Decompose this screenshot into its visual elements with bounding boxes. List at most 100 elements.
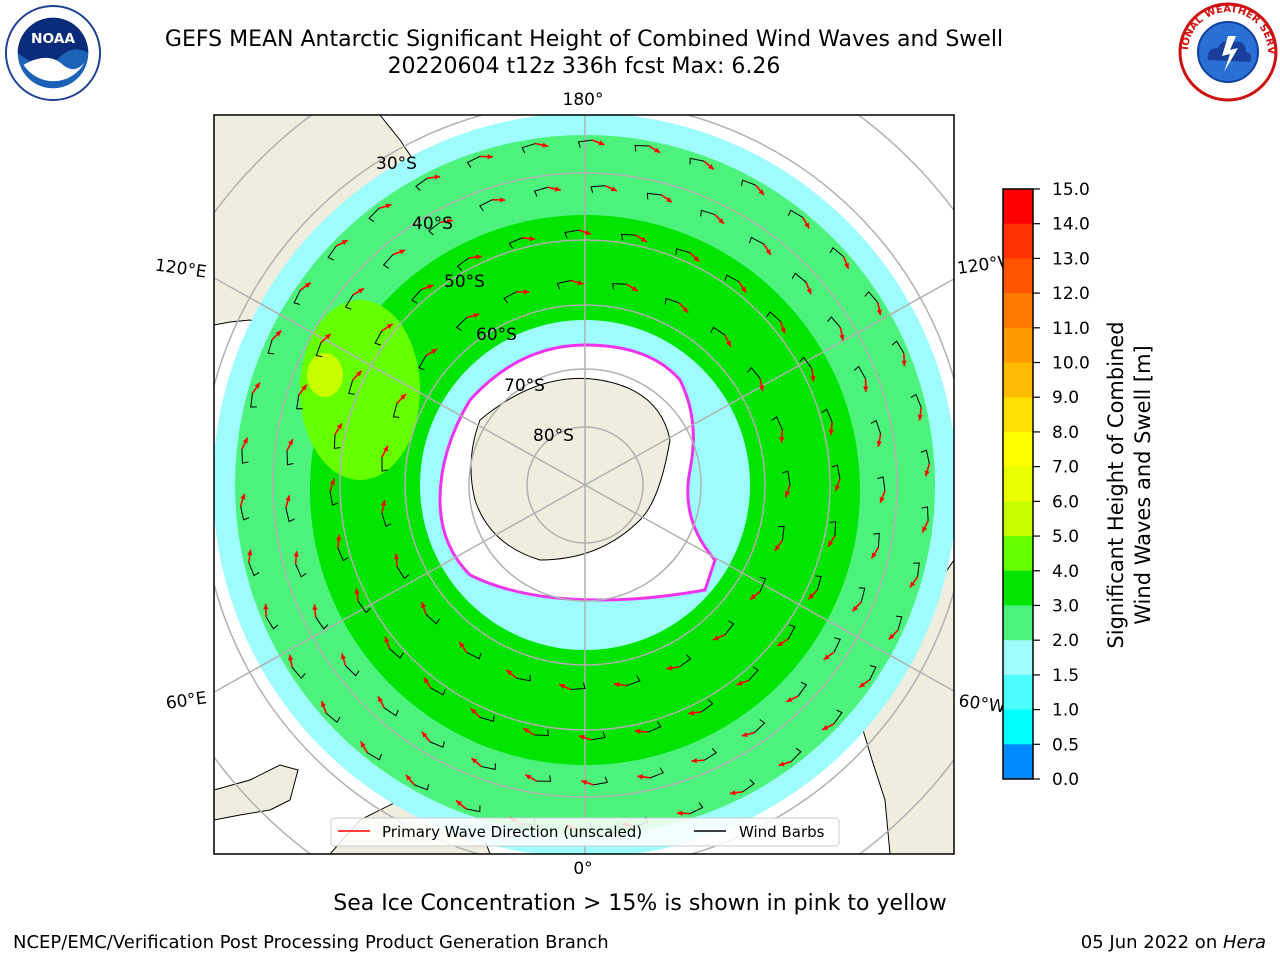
wave-arrow-head xyxy=(634,728,641,734)
wind-barb xyxy=(466,155,481,168)
wind-barb xyxy=(634,144,650,152)
wind-barb xyxy=(787,209,803,218)
wind-barb xyxy=(910,393,922,408)
wave-arrow-head xyxy=(922,526,928,533)
wind-barb xyxy=(240,506,250,521)
noaa-logo: NOAA xyxy=(4,4,102,102)
wave-arrow-head xyxy=(631,286,638,292)
wave-arrow-head xyxy=(247,549,253,556)
wind-barb xyxy=(626,675,641,687)
wave-arrow-head xyxy=(275,330,282,337)
wave-arrow-head xyxy=(780,327,786,334)
wind-barb xyxy=(345,665,360,677)
wave-arrow-head xyxy=(386,323,393,330)
wave-arrow-head xyxy=(729,790,736,796)
wave-arrow-head xyxy=(910,581,916,588)
wind-barb xyxy=(895,615,903,631)
wind-barb xyxy=(612,282,627,290)
wind-barb xyxy=(833,637,841,653)
wave-arrow-head xyxy=(901,360,907,367)
wind-barb xyxy=(293,289,301,305)
wind-barb xyxy=(700,699,714,713)
wind-barb xyxy=(348,379,355,395)
wave-arrow-head xyxy=(405,774,412,781)
wind-barb xyxy=(740,179,756,187)
wind-barb xyxy=(291,667,306,679)
wind-barb xyxy=(724,620,735,636)
wave-arrow-head xyxy=(456,800,462,806)
wind-barb xyxy=(465,805,481,813)
colorbar-tick-label: 14.0 xyxy=(1052,215,1090,235)
colorbar-segment xyxy=(1003,674,1033,711)
wind-barb xyxy=(815,575,822,591)
wave-arrow-head xyxy=(523,289,530,295)
wave-arrow-head xyxy=(421,731,428,738)
wave-arrow-head xyxy=(740,286,747,293)
colorbar-tick-label: 15.0 xyxy=(1052,180,1090,200)
colorbar-segment xyxy=(1003,501,1033,537)
wind-barb xyxy=(821,408,833,423)
wind-barb xyxy=(428,221,441,236)
wind-barb xyxy=(591,731,606,741)
credit-host: Hera xyxy=(1222,932,1266,953)
wind-barb xyxy=(570,682,586,691)
wave-arrow-head xyxy=(578,735,585,740)
wave-arrow-head xyxy=(758,189,765,196)
wave-arrow-head xyxy=(378,696,383,703)
wave-arrow-head xyxy=(383,445,388,452)
wave-arrow-head xyxy=(288,439,293,446)
wave-arrow-head xyxy=(581,780,588,785)
wind-barb xyxy=(771,416,783,430)
colorbar-tick-label: 9.0 xyxy=(1052,388,1079,408)
colorbar-tick-label: 6.0 xyxy=(1052,492,1079,512)
wave-arrow-head xyxy=(844,262,849,269)
wave-arrow-head xyxy=(666,197,672,203)
map-area xyxy=(214,115,954,854)
wave-arrow-head xyxy=(888,633,895,640)
colorbar-tick-label: 10.0 xyxy=(1052,354,1090,374)
wind-barb xyxy=(383,707,399,717)
wind-barb xyxy=(782,470,791,486)
wave-arrow-head xyxy=(529,236,536,242)
colorbar-segment xyxy=(1003,709,1033,745)
colorbar-segment xyxy=(1003,570,1033,606)
wave-arrow-head xyxy=(301,384,307,391)
wave-arrow-head xyxy=(863,386,869,392)
wind-barb xyxy=(382,254,394,269)
wave-arrow-head xyxy=(471,758,478,764)
wind-barb xyxy=(746,366,761,379)
wind-barb xyxy=(389,648,404,659)
wind-barb xyxy=(748,236,764,245)
wave-arrow-head xyxy=(637,774,643,780)
noaa-logo-text: NOAA xyxy=(31,31,75,47)
wave-arrow-head xyxy=(525,774,532,780)
colorbar-segment xyxy=(1003,293,1033,329)
africa-landmass xyxy=(214,764,299,821)
wind-barb xyxy=(891,340,905,354)
wave-arrow-head xyxy=(852,605,859,612)
wave-arrow-head xyxy=(263,603,269,610)
colorbar-segment xyxy=(1003,466,1033,502)
lat-label-80s: 80°S xyxy=(533,426,574,446)
wind-barb xyxy=(869,665,877,681)
wave-arrow-head xyxy=(718,218,724,224)
wave-arrow-head xyxy=(804,222,810,229)
wave-peak-region xyxy=(307,353,343,397)
wind-barb xyxy=(689,157,705,165)
wind-barb xyxy=(411,289,422,304)
wave-arrow-head xyxy=(499,197,506,203)
lon-label-120e: 120°E xyxy=(154,256,208,283)
colorbar-tick-label: 4.0 xyxy=(1052,562,1079,582)
wave-arrow-head xyxy=(666,665,673,671)
wind-barb xyxy=(315,342,323,358)
wave-arrow-head xyxy=(434,174,441,180)
wind-barb xyxy=(831,464,841,479)
credit-date: 05 Jun 2022 on Hera xyxy=(1081,932,1266,954)
wave-arrow-head xyxy=(828,429,834,436)
wind-barb xyxy=(516,674,531,682)
wave-arrow-head xyxy=(613,682,620,688)
wind-barb xyxy=(425,614,440,625)
wind-barb xyxy=(536,775,552,782)
wind-barb xyxy=(337,547,349,562)
wave-arrow-head xyxy=(470,708,477,714)
